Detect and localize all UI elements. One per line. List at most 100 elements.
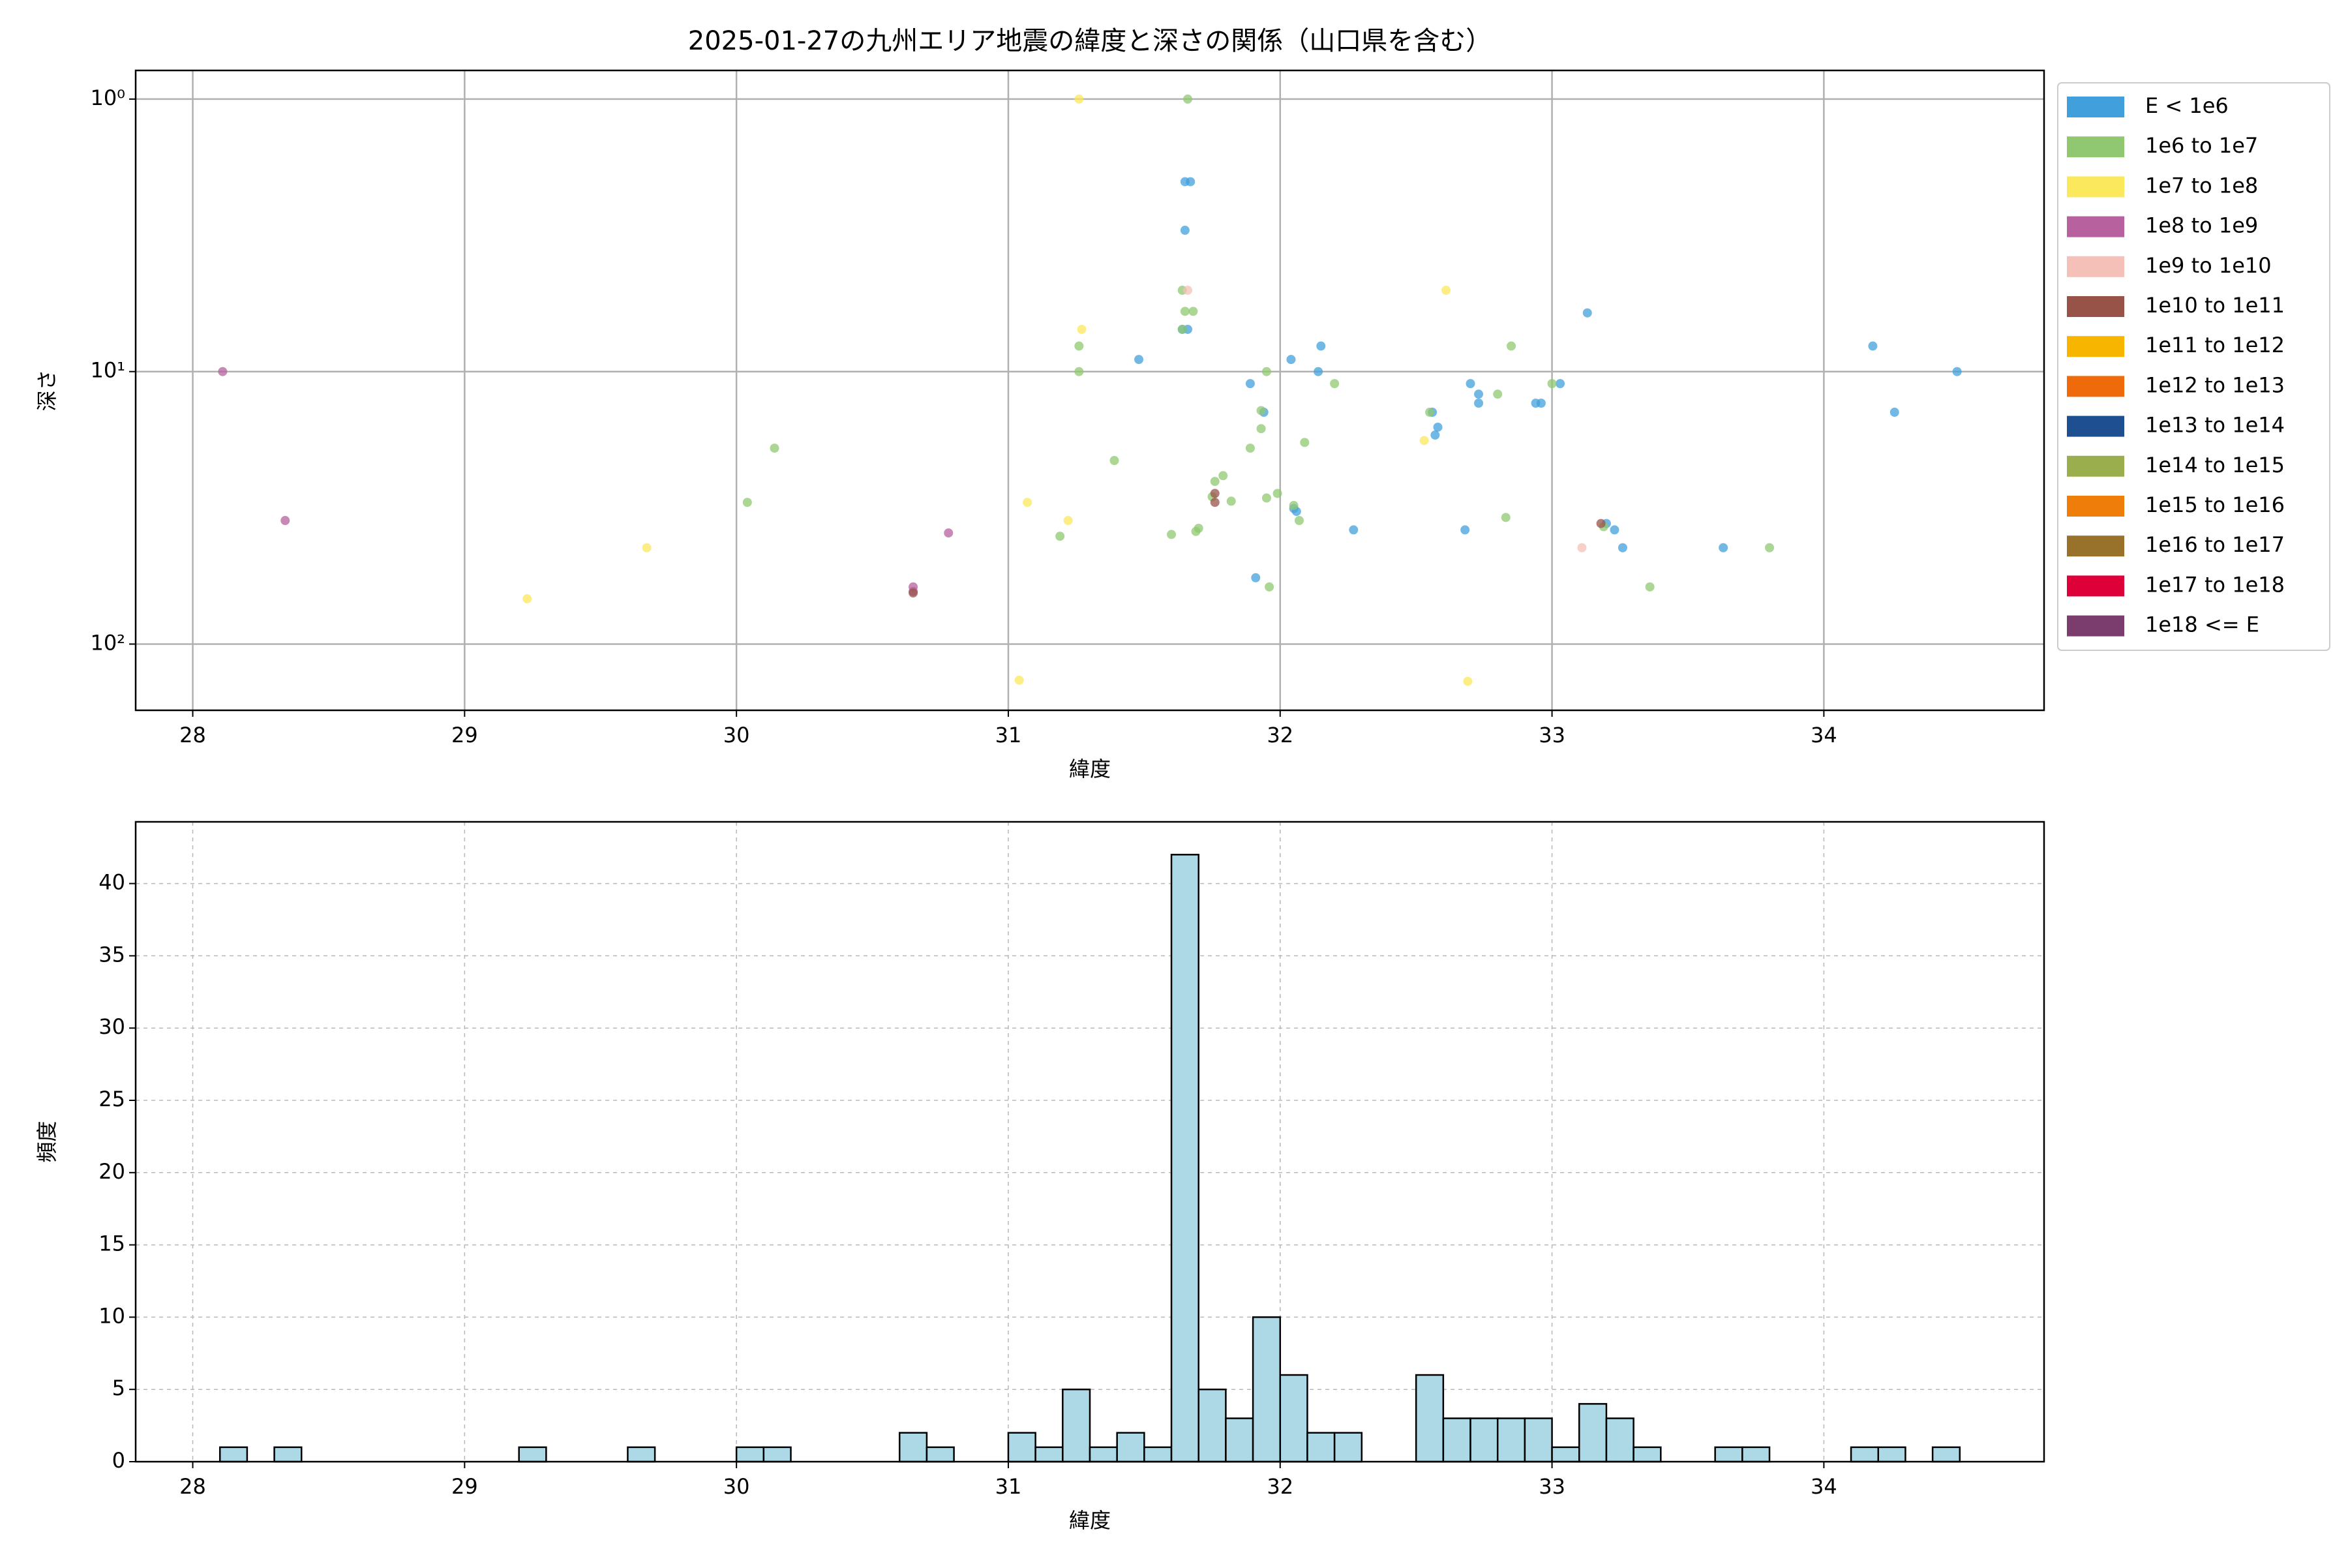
legend-label: 1e11 to 1e12 [2145, 333, 2285, 357]
scatter-point [1610, 525, 1619, 535]
legend-label: E < 1e6 [2145, 93, 2229, 118]
x-tick-label: 30 [723, 723, 750, 747]
histogram-bar [1469, 1417, 1499, 1463]
legend-swatch [2067, 97, 2124, 117]
y-axis-label: 頻度 [35, 1121, 59, 1162]
legend-label: 1e12 to 1e13 [2145, 372, 2285, 397]
legend-swatch [2067, 455, 2124, 477]
histogram-bar [1034, 1446, 1064, 1463]
scatter-point [1460, 525, 1470, 535]
y-tick-label: 35 [98, 942, 125, 967]
legend-label: 1e17 to 1e18 [2145, 572, 2285, 597]
scatter-point [1433, 422, 1443, 432]
legend-swatch [2067, 376, 2124, 397]
scatter-point [1330, 379, 1340, 389]
scatter-point [1289, 500, 1299, 510]
axes-frame [134, 821, 2045, 1463]
scatter-point [1474, 389, 1484, 399]
scatter-point [1765, 543, 1775, 552]
histogram-bar [1605, 1417, 1634, 1463]
scatter-point [1180, 226, 1190, 235]
legend-frame [2057, 82, 2330, 651]
histogram-bar [735, 1446, 765, 1463]
histogram-bar [627, 1446, 656, 1463]
scatter-point [1077, 324, 1087, 334]
legend-label: 1e14 to 1e15 [2145, 453, 2285, 477]
legend-label: 1e16 to 1e17 [2145, 532, 2285, 557]
y-tick-label: 40 [98, 870, 125, 895]
scatter-point [1074, 341, 1084, 351]
scatter-point [1419, 436, 1429, 445]
scatter-point [1507, 341, 1516, 351]
x-axis-label: 緯度 [1069, 1508, 1111, 1533]
histogram-bar [1931, 1446, 1961, 1463]
axes-frame [134, 69, 2045, 712]
scatter-point [1256, 406, 1266, 415]
legend-swatch [2067, 575, 2124, 597]
histogram-bar [1252, 1316, 1282, 1463]
chart-title: 2025-01-27の九州エリア地震の緯度と深さの関係（山口県を含む） [688, 26, 1492, 56]
histogram-bar [1850, 1446, 1879, 1463]
scatter-point [1210, 498, 1220, 507]
histogram-bar [1415, 1374, 1445, 1463]
legend-swatch [2067, 415, 2124, 437]
y-tick-label: 30 [98, 1014, 125, 1039]
y-tick-label: 20 [98, 1159, 125, 1184]
scatter-point [1074, 94, 1084, 104]
histogram-bar [1633, 1446, 1662, 1463]
scatter-point [944, 528, 954, 538]
legend-label: 1e10 to 1e11 [2145, 293, 2285, 318]
scatter-point [1349, 525, 1359, 535]
scatter-point [1466, 379, 1475, 389]
scatter-point [1493, 389, 1503, 399]
scatter-point [1868, 341, 1878, 351]
histogram-bar [1524, 1417, 1553, 1463]
x-tick-label: 29 [451, 1474, 478, 1499]
x-tick-label: 34 [1811, 1474, 1837, 1499]
y-tick-label: 10⁰ [90, 85, 125, 110]
histogram-bar [1306, 1432, 1336, 1463]
y-tick-label: 10² [90, 630, 125, 655]
histogram-bar [1741, 1446, 1771, 1463]
x-tick-label: 34 [1811, 723, 1837, 747]
scatter-point [1183, 286, 1193, 295]
x-axis-label: 緯度 [1069, 757, 1111, 781]
scatter-point [1014, 675, 1024, 685]
histogram-bar [1496, 1417, 1526, 1463]
histogram-bar [1225, 1417, 1254, 1463]
histogram-bar [1877, 1446, 1906, 1463]
histogram-bar [1007, 1432, 1036, 1463]
scatter-point [1055, 532, 1065, 541]
x-tick-label: 28 [179, 723, 206, 747]
histogram-bar [1279, 1374, 1308, 1463]
scatter-point [1536, 399, 1546, 408]
scatter-point [1210, 489, 1220, 498]
legend-swatch [2067, 535, 2124, 557]
scatter-point [522, 594, 532, 604]
x-tick-label: 31 [995, 723, 1022, 747]
scatter-point [1430, 430, 1440, 440]
legend: E < 1e6 1e6 to 1e7 1e7 to 1e8 1e8 to 1e9 1e9… [2057, 82, 2330, 651]
histogram-bar [1197, 1388, 1227, 1463]
histogram-bar [518, 1446, 547, 1463]
histogram-bar [1089, 1446, 1118, 1463]
scatter-point [1286, 355, 1296, 365]
scatter-point [1294, 516, 1304, 526]
scatter-point [1191, 526, 1201, 536]
scatter-point [1474, 399, 1484, 408]
scatter-point [1272, 489, 1282, 498]
legend-label: 1e6 to 1e7 [2145, 133, 2258, 158]
scatter-point [770, 444, 779, 453]
scatter-point [1134, 355, 1144, 365]
legend-swatch [2067, 216, 2124, 237]
scatter-point [909, 588, 918, 598]
scatter-point [1719, 543, 1728, 552]
histogram-bar [1714, 1446, 1743, 1463]
scatter-point [1183, 94, 1193, 104]
scatter-point [1582, 308, 1592, 318]
histogram-bar [1578, 1403, 1608, 1463]
scatter-point [1109, 456, 1119, 466]
y-tick-label: 25 [98, 1087, 125, 1111]
scatter-point [1300, 438, 1310, 447]
scatter-point [1618, 543, 1627, 552]
